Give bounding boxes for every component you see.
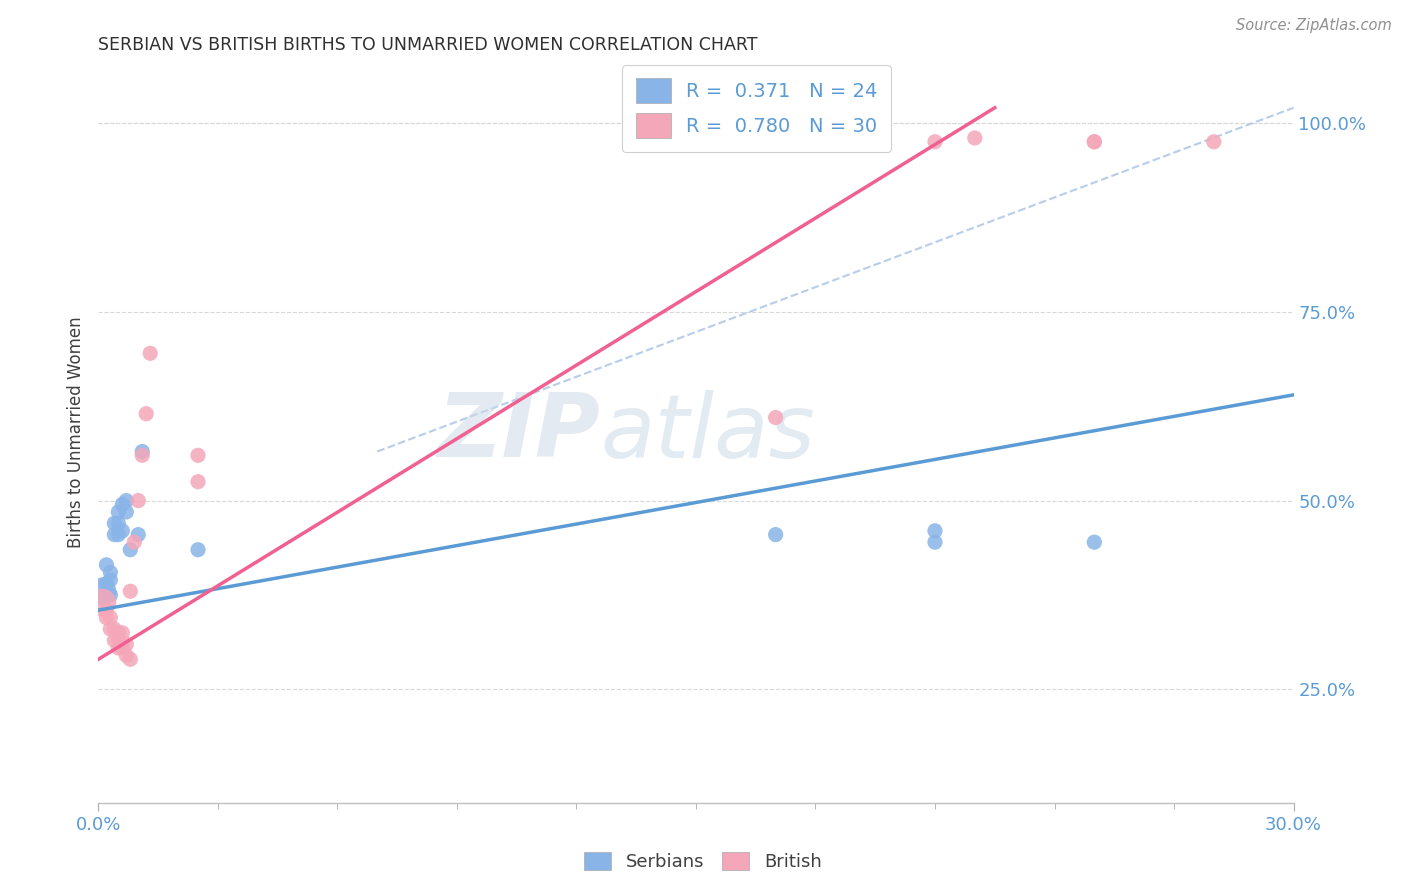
- Point: [107, 516, 129, 531]
- Point: [96, 558, 118, 572]
- Point: [135, 407, 157, 421]
- Point: [111, 625, 134, 640]
- Point: [120, 584, 142, 599]
- Point: [127, 527, 149, 541]
- Point: [765, 527, 787, 541]
- Point: [924, 535, 946, 549]
- Point: [91, 584, 114, 599]
- Point: [115, 648, 138, 663]
- Point: [124, 535, 146, 549]
- Point: [924, 135, 946, 149]
- Text: ZIP: ZIP: [437, 389, 600, 476]
- Point: [103, 622, 125, 636]
- Text: atlas: atlas: [600, 390, 815, 475]
- Point: [924, 524, 946, 538]
- Point: [103, 516, 125, 531]
- Point: [96, 576, 118, 591]
- Point: [765, 135, 787, 149]
- Point: [107, 633, 129, 648]
- Point: [120, 652, 142, 666]
- Point: [96, 603, 118, 617]
- Point: [1083, 135, 1105, 149]
- Point: [115, 637, 138, 651]
- Point: [963, 131, 986, 145]
- Point: [103, 527, 125, 541]
- Point: [96, 611, 118, 625]
- Point: [120, 542, 142, 557]
- Point: [131, 444, 153, 458]
- Point: [111, 640, 134, 655]
- Y-axis label: Births to Unmarried Women: Births to Unmarried Women: [66, 317, 84, 549]
- Text: Source: ZipAtlas.com: Source: ZipAtlas.com: [1236, 18, 1392, 33]
- Point: [1202, 135, 1225, 149]
- Point: [107, 625, 129, 640]
- Point: [115, 505, 138, 519]
- Point: [131, 448, 153, 462]
- Point: [107, 640, 129, 655]
- Point: [100, 566, 122, 580]
- Point: [187, 542, 209, 557]
- Point: [100, 573, 122, 587]
- Legend: Serbians, British: Serbians, British: [576, 845, 830, 879]
- Point: [107, 527, 129, 541]
- Point: [111, 497, 134, 511]
- Point: [107, 505, 129, 519]
- Point: [187, 475, 209, 489]
- Point: [100, 588, 122, 602]
- Legend: R =  0.371   N = 24, R =  0.780   N = 30: R = 0.371 N = 24, R = 0.780 N = 30: [621, 65, 891, 152]
- Point: [111, 524, 134, 538]
- Point: [765, 131, 787, 145]
- Point: [1083, 535, 1105, 549]
- Point: [115, 493, 138, 508]
- Point: [91, 596, 114, 610]
- Point: [103, 633, 125, 648]
- Point: [765, 410, 787, 425]
- Point: [187, 448, 209, 462]
- Point: [139, 346, 162, 360]
- Point: [1083, 135, 1105, 149]
- Point: [100, 611, 122, 625]
- Point: [100, 622, 122, 636]
- Point: [127, 493, 149, 508]
- Text: SERBIAN VS BRITISH BIRTHS TO UNMARRIED WOMEN CORRELATION CHART: SERBIAN VS BRITISH BIRTHS TO UNMARRIED W…: [98, 36, 758, 54]
